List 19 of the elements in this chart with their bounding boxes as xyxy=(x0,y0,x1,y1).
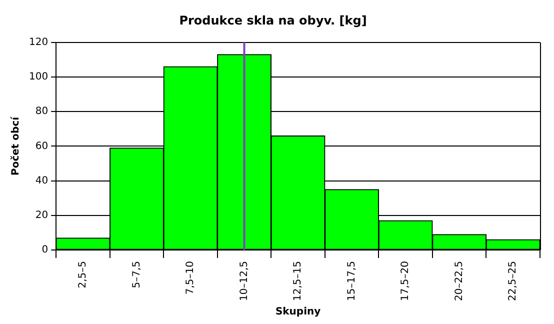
y-tick-label: 60 xyxy=(35,140,48,152)
x-tick-label: 17,5–20 xyxy=(400,261,412,302)
y-tick-label: 40 xyxy=(35,175,48,186)
x-tick-label: 12,5–15 xyxy=(292,261,304,302)
y-tick-label: 100 xyxy=(28,72,48,83)
y-tick-label: 120 xyxy=(28,36,48,48)
y-tick-label: 0 xyxy=(42,244,48,256)
y-tick-label: 80 xyxy=(35,106,48,118)
x-tick-label: 20–22,5 xyxy=(454,261,465,302)
x-tick-label: 7,5–10 xyxy=(185,261,196,295)
y-tick-label: 20 xyxy=(35,210,48,221)
x-tick-label: 10–12,5 xyxy=(238,261,250,302)
x-tick-label: 22,5–25 xyxy=(508,261,519,302)
chart-title: Produkce skla na obyv. [kg] xyxy=(179,13,367,28)
x-tick-label: 2,5–5 xyxy=(78,261,89,288)
x-axis-title: Skupiny xyxy=(275,306,322,318)
y-axis-title: Počet obcí xyxy=(10,116,22,176)
x-tick-label: 5–7,5 xyxy=(131,261,142,288)
x-tick-label: 15–17,5 xyxy=(346,261,358,302)
